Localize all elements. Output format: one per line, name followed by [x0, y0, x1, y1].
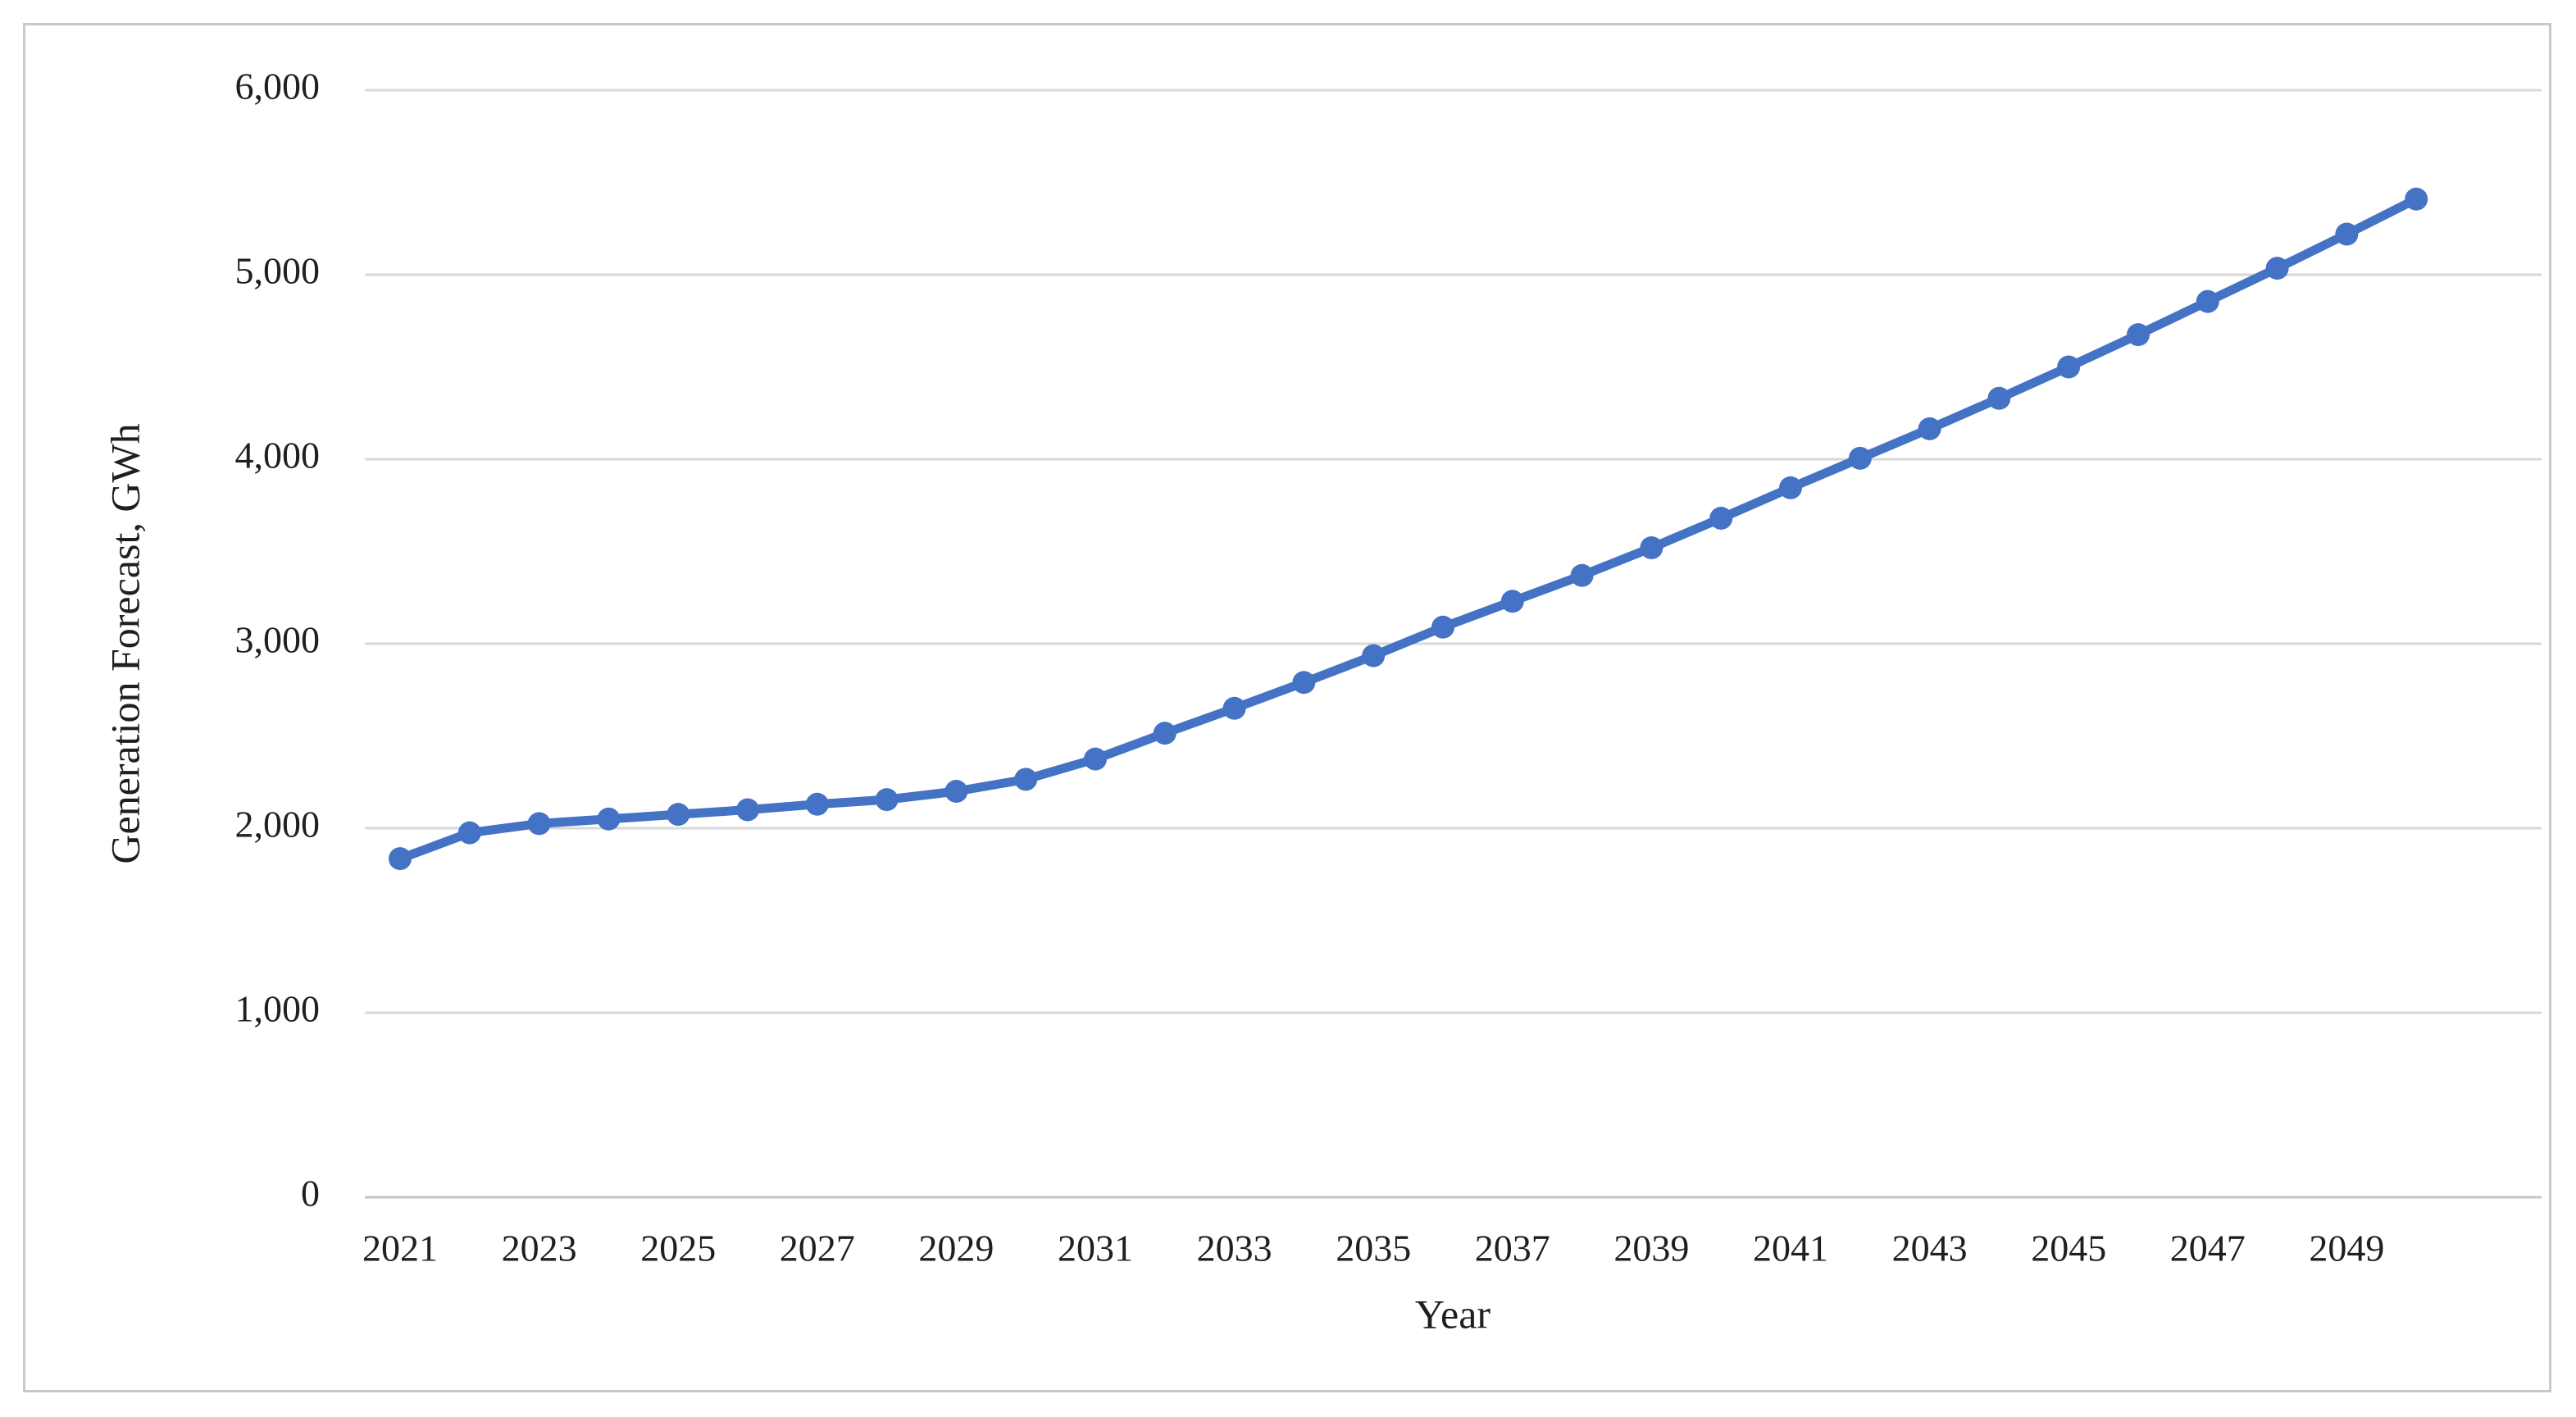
y-tick-label: 0	[301, 1173, 320, 1214]
gridlines-group	[365, 89, 2542, 1199]
y-tick-label: 1,000	[235, 988, 321, 1030]
x-tick-label: 2031	[1058, 1228, 1133, 1269]
data-point-marker	[1153, 722, 1176, 745]
chart-figure-frame	[23, 23, 2551, 1392]
data-point-marker	[667, 803, 690, 827]
data-point-marker	[1709, 507, 1733, 530]
x-tick-label: 2037	[1475, 1228, 1550, 1269]
data-point-marker	[1779, 476, 1802, 499]
x-tick-label: 2025	[640, 1228, 716, 1269]
data-point-marker	[736, 798, 759, 822]
x-tick-label: 2045	[2031, 1228, 2106, 1269]
y-tick-labels-group: 0 1,000 2,000 3,000 4,000 5,000 6,000	[235, 66, 321, 1214]
x-tick-label: 2035	[1336, 1228, 1411, 1269]
data-point-marker	[875, 788, 899, 812]
data-point-marker	[1987, 386, 2011, 410]
data-point-marker	[1500, 590, 1524, 613]
y-tick-label: 5,000	[235, 250, 321, 292]
data-point-marker	[1848, 446, 1872, 470]
data-point-marker	[1222, 696, 1246, 720]
data-point-marker	[1014, 768, 1038, 791]
x-tick-labels-group: 2021 2023 2025 2027 2029 2031 2033 2035 2037 2039…	[362, 1228, 2384, 1269]
y-tick-label: 6,000	[235, 66, 321, 107]
data-point-marker	[2335, 222, 2359, 246]
data-point-marker	[527, 812, 551, 836]
x-tick-label: 2041	[1753, 1228, 1828, 1269]
data-point-marker	[1292, 671, 1316, 695]
data-point-marker	[1640, 536, 1663, 559]
x-tick-label: 2047	[2170, 1228, 2246, 1269]
x-tick-label: 2039	[1613, 1228, 1689, 1269]
x-tick-label: 2023	[502, 1228, 577, 1269]
x-axis-title: Year	[1415, 1291, 1491, 1337]
data-point-marker	[2265, 257, 2289, 280]
x-tick-label: 2033	[1197, 1228, 1272, 1269]
data-point-marker	[2405, 187, 2428, 211]
data-point-marker	[1084, 747, 1107, 771]
data-point-marker	[2127, 323, 2150, 347]
x-tick-label: 2029	[918, 1228, 994, 1269]
data-point-marker	[1431, 615, 1454, 639]
data-point-marker	[2057, 355, 2081, 379]
x-tick-label: 2049	[2309, 1228, 2384, 1269]
data-point-marker	[389, 847, 412, 871]
y-axis-title: Generation Forecast, GWh	[102, 423, 148, 863]
data-point-marker	[805, 792, 829, 816]
x-tick-label: 2021	[362, 1228, 438, 1269]
data-point-marker	[457, 821, 481, 845]
y-tick-label: 3,000	[235, 619, 321, 661]
x-tick-label: 2027	[780, 1228, 855, 1269]
data-point-marker	[1918, 417, 1941, 440]
series-line	[395, 194, 2421, 863]
data-point-marker	[1362, 644, 1386, 667]
data-point-marker	[1570, 563, 1594, 587]
y-tick-label: 4,000	[235, 435, 321, 476]
data-point-marker	[944, 780, 968, 803]
y-tick-label: 2,000	[235, 804, 321, 845]
data-point-marker	[2196, 289, 2219, 313]
series-group	[389, 187, 2428, 871]
data-point-marker	[597, 807, 621, 831]
x-tick-label: 2043	[1892, 1228, 1968, 1269]
